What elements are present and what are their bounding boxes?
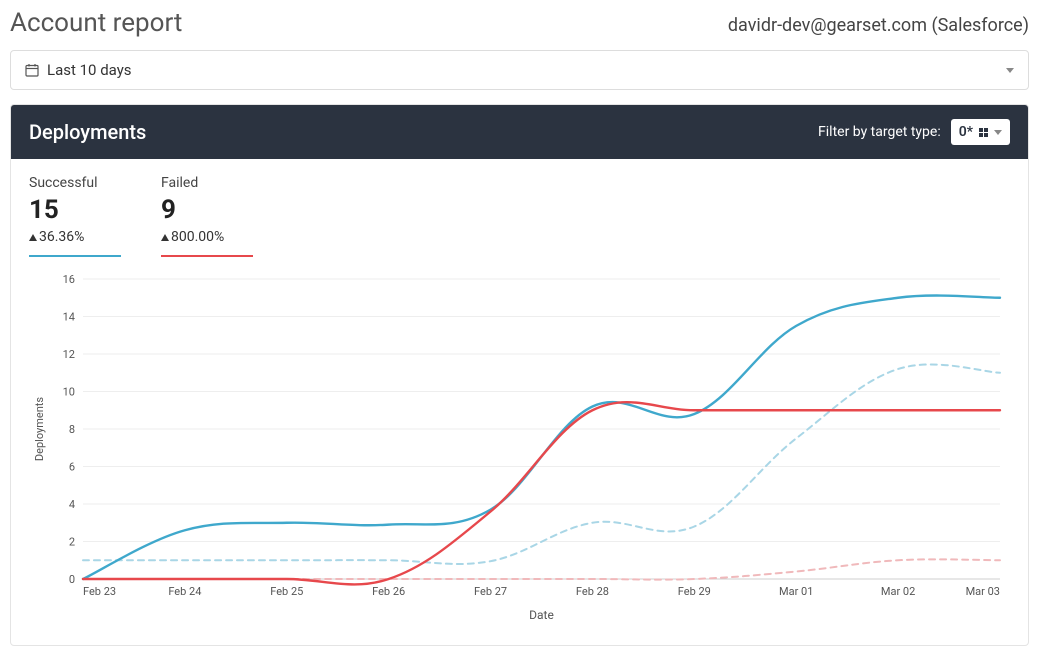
stat-underline [29, 255, 121, 257]
stat-successful: Successful 15 36.36% [29, 175, 121, 257]
filter-by-label: Filter by target type: [818, 124, 941, 140]
svg-text:Date: Date [529, 608, 554, 622]
stat-label: Failed [161, 175, 253, 191]
stats-row: Successful 15 36.36% Failed 9 800.00% [11, 159, 1028, 257]
svg-text:Feb 26: Feb 26 [372, 585, 405, 598]
svg-text:12: 12 [63, 348, 75, 361]
arrow-up-icon [161, 234, 169, 241]
stat-change: 36.36% [29, 229, 121, 245]
page-title: Account report [10, 8, 182, 38]
chevron-down-icon [1006, 68, 1014, 73]
account-info: davidr-dev@gearset.com (Salesforce) [728, 15, 1029, 36]
svg-text:Deployments: Deployments [33, 397, 46, 461]
stat-underline [161, 255, 253, 257]
svg-text:0: 0 [69, 573, 75, 586]
svg-text:8: 8 [69, 423, 75, 436]
deployments-panel: Deployments Filter by target type: 0* Su… [10, 104, 1029, 646]
svg-text:Mar 03: Mar 03 [966, 585, 1000, 598]
panel-header: Deployments Filter by target type: 0* [11, 105, 1028, 159]
arrow-up-icon [29, 234, 37, 241]
grid-icon [979, 128, 988, 137]
stat-value: 9 [161, 195, 253, 225]
chevron-down-icon [994, 130, 1002, 135]
svg-text:Mar 01: Mar 01 [779, 585, 813, 598]
stat-label: Successful [29, 175, 121, 191]
svg-text:Feb 25: Feb 25 [270, 585, 303, 598]
date-range-label: Last 10 days [47, 61, 998, 79]
svg-text:2: 2 [69, 536, 75, 549]
svg-text:6: 6 [69, 461, 75, 474]
stat-failed: Failed 9 800.00% [161, 175, 253, 257]
svg-text:10: 10 [63, 386, 75, 399]
svg-text:16: 16 [63, 273, 75, 286]
svg-text:4: 4 [69, 498, 75, 511]
filter-value: 0* [959, 124, 973, 140]
svg-text:Feb 24: Feb 24 [168, 585, 201, 598]
svg-text:Feb 28: Feb 28 [576, 585, 609, 598]
chart-area: 0 2 4 6 8 10 12 14 16 Feb 23 Feb 24 Feb 25 Feb 26 Feb… [11, 257, 1028, 645]
svg-text:Feb 27: Feb 27 [474, 585, 507, 598]
stat-value: 15 [29, 195, 121, 225]
calendar-icon [25, 63, 39, 77]
svg-text:Mar 02: Mar 02 [881, 585, 915, 598]
svg-text:Feb 23: Feb 23 [83, 585, 116, 598]
deployments-line-chart: 0 2 4 6 8 10 12 14 16 Feb 23 Feb 24 Feb 25 Feb 26 Feb… [29, 267, 1012, 627]
date-range-selector[interactable]: Last 10 days [10, 50, 1029, 90]
filter-target-type-button[interactable]: 0* [951, 119, 1010, 145]
panel-title: Deployments [29, 120, 818, 144]
svg-text:Feb 29: Feb 29 [678, 585, 711, 598]
stat-change: 800.00% [161, 229, 253, 245]
svg-text:14: 14 [63, 311, 75, 324]
